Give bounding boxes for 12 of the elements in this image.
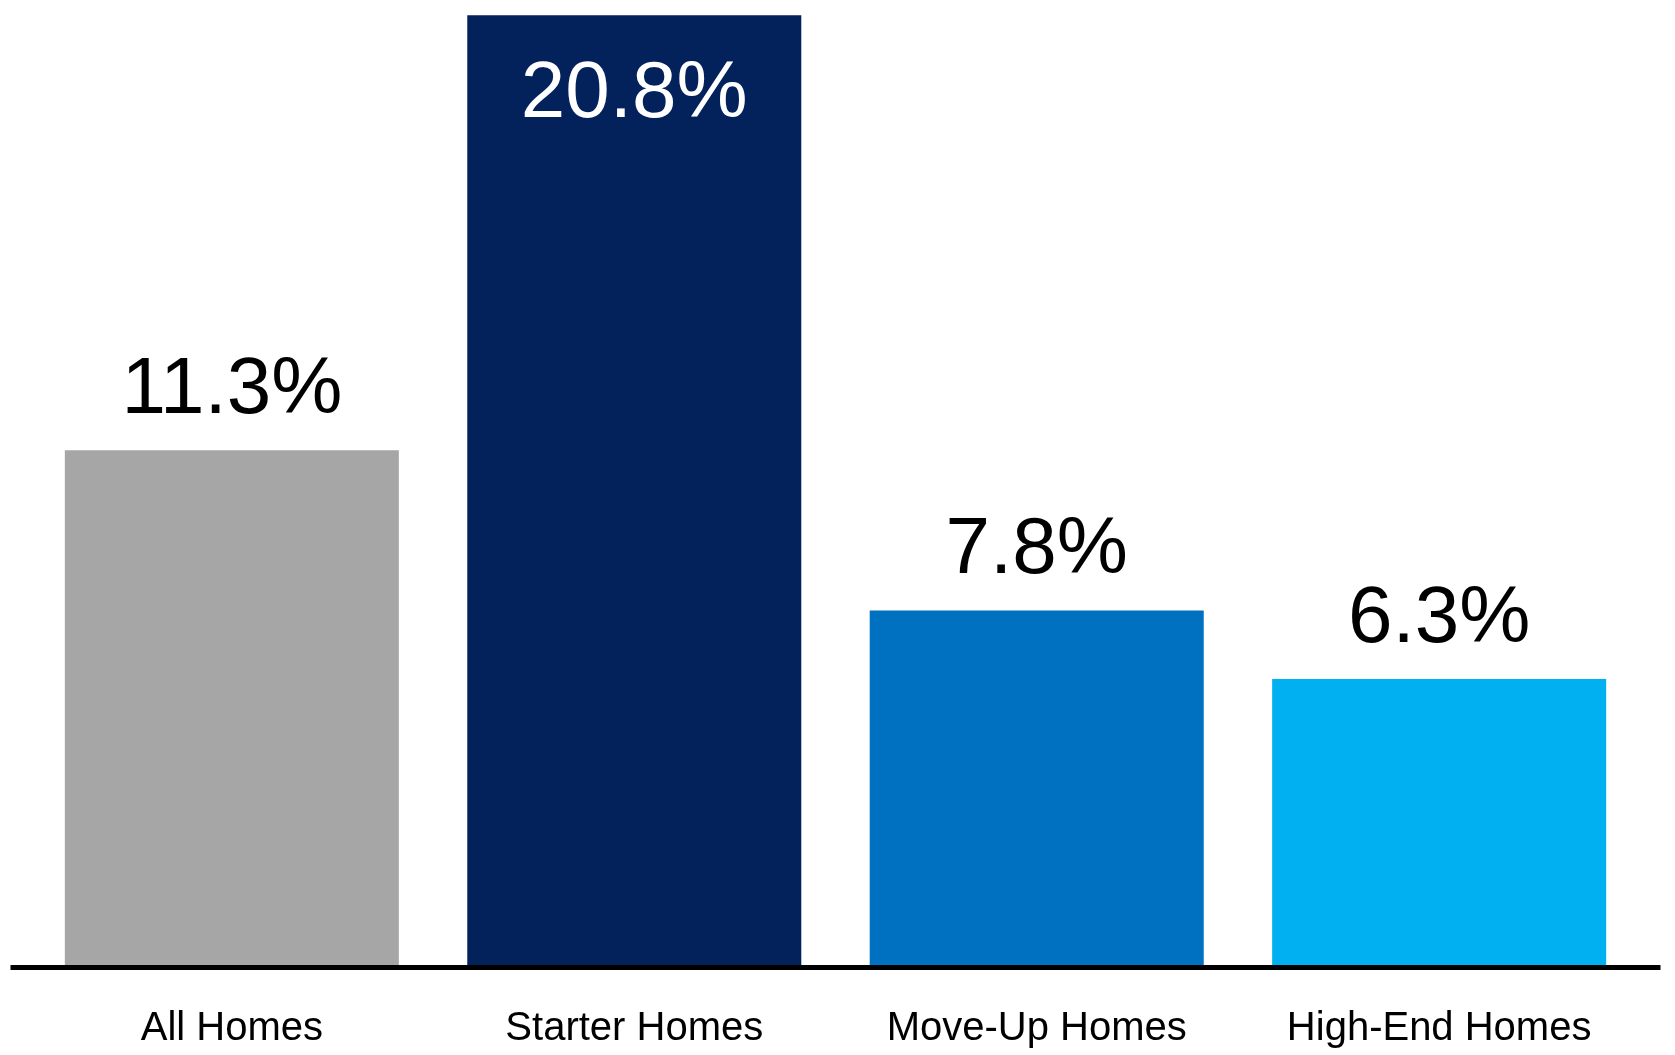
bar bbox=[467, 15, 802, 968]
bar bbox=[64, 450, 399, 968]
data-label: 11.3% bbox=[121, 341, 343, 431]
x-tick-label: Starter Homes bbox=[505, 1003, 764, 1048]
data-label: 20.8% bbox=[520, 45, 748, 135]
data-label: 7.8% bbox=[945, 501, 1128, 591]
bar bbox=[1272, 679, 1607, 968]
bar bbox=[869, 610, 1204, 968]
x-tick-label: High-End Homes bbox=[1286, 1003, 1592, 1048]
x-tick-label: All Homes bbox=[140, 1003, 323, 1048]
data-label: 6.3% bbox=[1347, 570, 1531, 660]
x-tick-label: Move-Up Homes bbox=[886, 1003, 1187, 1048]
